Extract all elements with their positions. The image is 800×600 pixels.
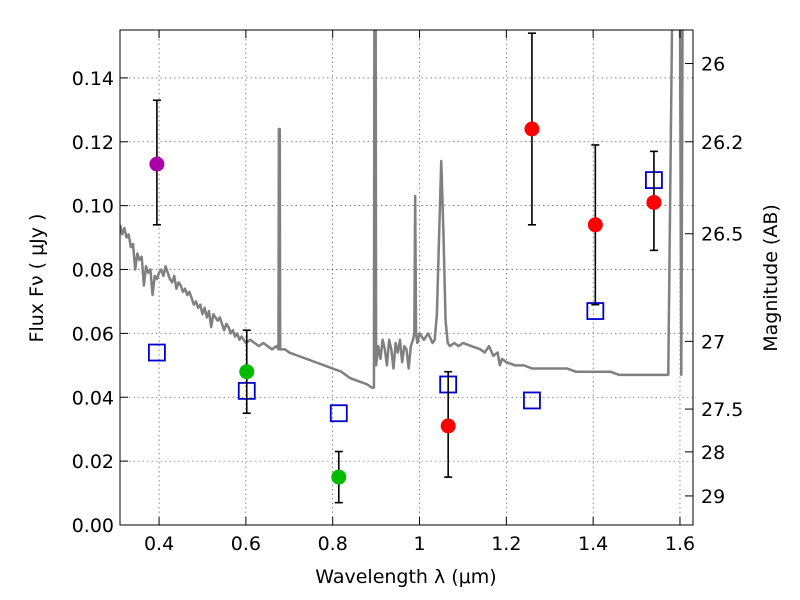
x-tick-label: 0.4	[144, 533, 174, 555]
model-flux-square	[329, 404, 348, 423]
model-flux-square	[523, 391, 541, 410]
x-tick-label: 1.2	[491, 533, 521, 555]
x-tick-label: 1.4	[578, 533, 608, 555]
mag-tick-label: 27.5	[701, 399, 743, 421]
y-tick-label: 0.06	[72, 323, 114, 345]
x-axis-label: Wavelength λ (μm)	[315, 566, 496, 588]
plot-frame	[119, 29, 694, 526]
y-tick-label: 0.12	[72, 132, 114, 154]
x-tick-label: 0.6	[231, 533, 261, 555]
mag-tick-label: 27	[701, 331, 725, 353]
observed-flux-point	[149, 156, 165, 172]
grid	[120, 30, 693, 526]
mag-tick-label: 26.5	[701, 224, 743, 246]
y2-axis-label: Magnitude (AB)	[760, 204, 782, 352]
x-tick-label: 1.6	[665, 533, 695, 555]
y-tick-label: 0.14	[72, 68, 114, 90]
observed-photometry-layer	[149, 32, 662, 504]
observed-flux-point	[524, 121, 540, 137]
axis-ticks: 0.4 0.6 0.8 1 1.2 1.4 1.6 0.00 0.02 0.04 0.06 0.08 0…	[72, 30, 743, 555]
mag-tick-label: 28	[701, 442, 725, 464]
observed-flux-point	[331, 469, 347, 485]
y-tick-label: 0.00	[72, 515, 114, 537]
observed-flux-point	[587, 217, 603, 233]
y-tick-label: 0.02	[72, 451, 114, 473]
x-tick-label: 1	[413, 533, 425, 555]
observed-flux-point	[239, 364, 255, 380]
observed-flux-point	[440, 418, 456, 434]
y-axis-label: Flux Fν ( μJy )	[26, 214, 48, 343]
mag-tick-label: 29	[701, 486, 725, 508]
y-tick-label: 0.04	[72, 387, 114, 409]
y-tick-label: 0.10	[72, 196, 114, 218]
observed-flux-point	[646, 194, 662, 210]
sed-model-layer	[120, 30, 684, 389]
mag-tick-label: 26	[701, 54, 725, 76]
mag-tick-label: 26.2	[701, 132, 743, 154]
sed-model-curve	[120, 30, 684, 389]
y-tick-label: 0.08	[72, 260, 114, 282]
x-tick-label: 0.8	[318, 533, 348, 555]
model-flux-square	[147, 343, 166, 362]
